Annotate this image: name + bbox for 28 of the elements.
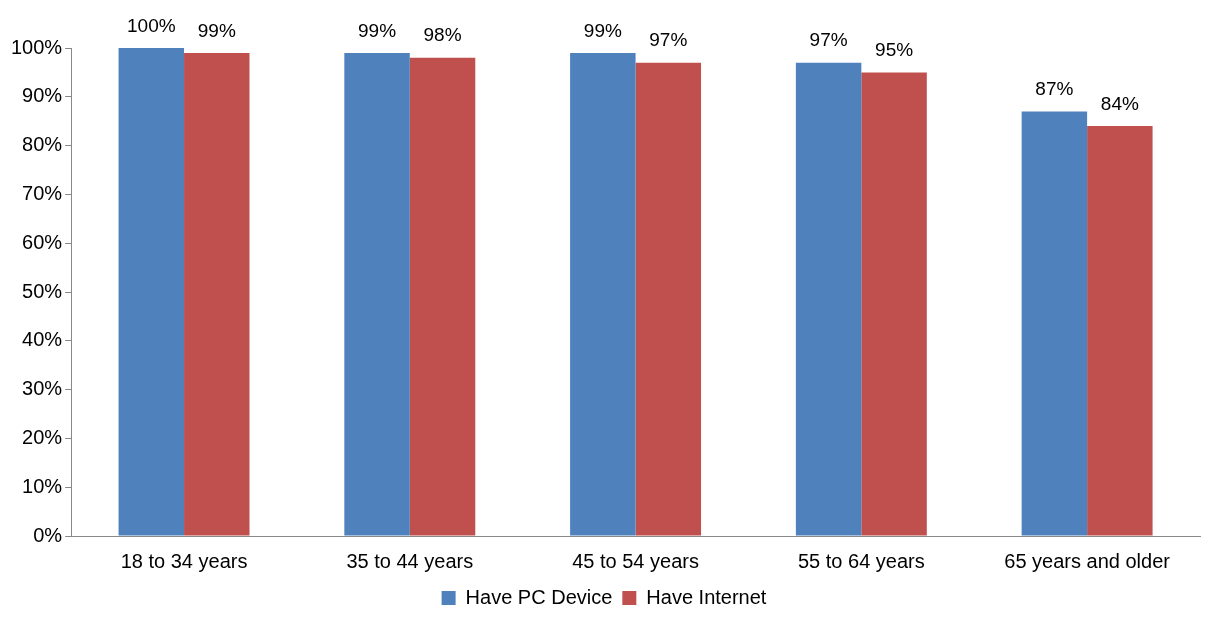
y-tick-label: 100%: [11, 35, 63, 58]
x-tick-label: 45 to 54 years: [572, 549, 699, 572]
y-tick-label: 70%: [22, 181, 63, 204]
y-tick-label: 0%: [33, 523, 63, 546]
data-label: 98%: [423, 24, 462, 46]
data-label: 99%: [358, 19, 397, 41]
legend-label: Have Internet: [646, 585, 767, 608]
x-tick-label: 65 years and older: [1004, 549, 1171, 572]
y-tick-label: 10%: [22, 474, 63, 497]
y-tick-label: 40%: [22, 328, 63, 351]
y-tick-label: 80%: [22, 133, 63, 156]
y-tick-label: 30%: [22, 377, 63, 400]
data-label: 100%: [127, 14, 176, 36]
y-tick-label: 50%: [22, 279, 63, 302]
data-label: 99%: [583, 19, 622, 41]
data-label: 97%: [649, 29, 688, 51]
data-label: 84%: [1100, 92, 1139, 114]
data-label: 97%: [809, 29, 848, 51]
y-tick-label: 90%: [22, 84, 63, 107]
x-tick-label: 18 to 34 years: [120, 549, 248, 572]
data-label: 95%: [875, 39, 914, 61]
y-tick-label: 60%: [22, 230, 63, 253]
data-label: 87%: [1035, 78, 1074, 100]
legend-label: Have PC Device: [465, 585, 613, 608]
y-tick-label: 20%: [22, 425, 63, 448]
x-tick-label: 35 to 44 years: [346, 549, 474, 572]
data-label: 99%: [197, 19, 236, 41]
x-tick-label: 55 to 64 years: [797, 549, 925, 572]
